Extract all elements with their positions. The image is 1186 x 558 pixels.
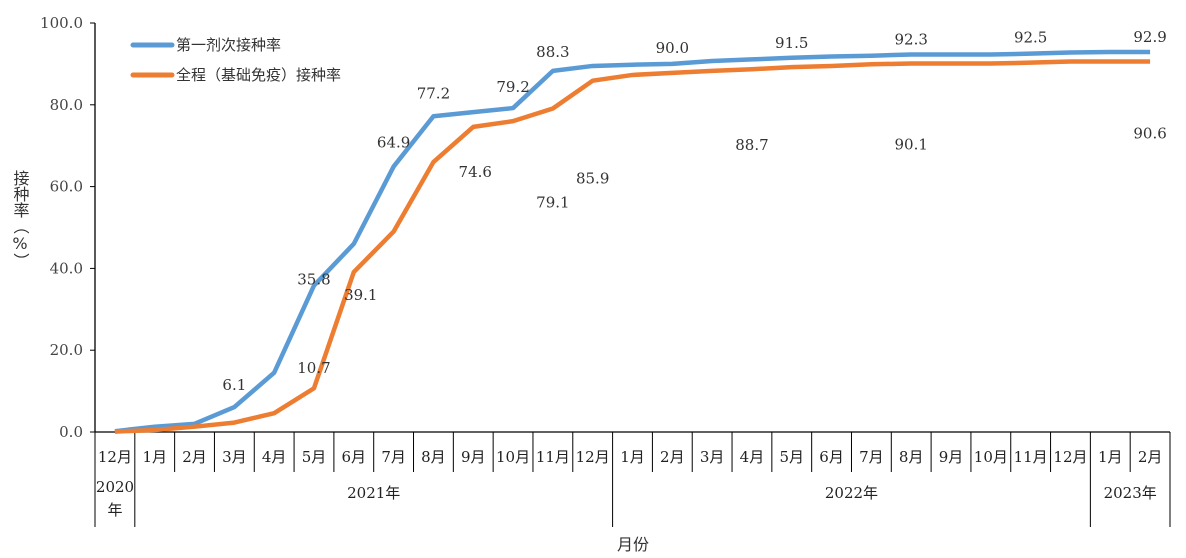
x-tick-label: 9月 [939, 448, 964, 466]
legend: 第一剂次接种率 全程（基础免疫）接种率 [130, 36, 341, 84]
x-tick-label: 4月 [262, 448, 287, 466]
y-axis-title: 接种率（%） [11, 170, 30, 269]
x-tick-label: 9月 [461, 448, 486, 466]
x-tick-label: 12月 [576, 448, 610, 466]
data-label: 64.9 [377, 134, 410, 152]
data-label: 90.6 [1133, 124, 1166, 142]
data-label: 6.1 [222, 376, 246, 394]
data-label: 92.9 [1133, 28, 1166, 46]
data-label: 91.5 [775, 34, 808, 52]
x-tick-label: 2月 [660, 448, 685, 466]
data-label: 92.5 [1014, 29, 1047, 47]
x-axis-title: 月份 [617, 535, 649, 554]
x-tick-label: 6月 [819, 448, 844, 466]
data-label: 85.9 [576, 170, 609, 188]
year-label: 2021年 [347, 484, 400, 502]
x-tick-label: 4月 [740, 448, 765, 466]
data-label: 79.1 [536, 193, 569, 211]
year-label: 2022年 [825, 484, 878, 502]
x-tick-label: 7月 [381, 448, 406, 466]
x-tick-label: 2月 [182, 448, 207, 466]
x-axis: 12月 1月 2月 3月 4月 5月 6月 7月 8月 9月 10月 11月 12月 1月 2月 3月 4月 5月… [94, 431, 1171, 527]
data-labels: 6.1 35.8 64.9 77.2 79.2 88.3 90.0 91.5 92.3 92.5 9… [222, 28, 1166, 394]
x-tick-label: 1月 [1098, 448, 1123, 466]
x-tick-label: 11月 [1014, 448, 1048, 466]
data-label: 90.1 [895, 135, 928, 153]
data-label: 79.2 [496, 78, 529, 96]
x-tick-label: 5月 [302, 448, 327, 466]
x-tick-label: 8月 [421, 448, 446, 466]
data-label: 88.3 [536, 43, 569, 61]
x-tick-label: 1月 [142, 448, 167, 466]
series-line-0 [114, 49, 1151, 434]
x-tick-label: 7月 [859, 448, 884, 466]
y-tick-label: 20.0 [50, 341, 83, 359]
data-label: 92.3 [895, 30, 928, 48]
y-tick-label: 0.0 [59, 423, 83, 441]
y-tick-label: 40.0 [50, 259, 83, 277]
year-label: 2023年 [1104, 484, 1157, 502]
legend-label-first-dose: 第一剂次接种率 [176, 36, 281, 54]
x-tick-label: 12月 [98, 448, 132, 466]
y-tick-label: 100.0 [40, 14, 83, 32]
data-label: 74.6 [459, 163, 492, 181]
x-tick-label: 10月 [974, 448, 1008, 466]
y-tick-label: 80.0 [50, 96, 83, 114]
x-tick-label: 12月 [1053, 448, 1087, 466]
x-tick-label: 10月 [496, 448, 530, 466]
x-tick-label: 3月 [700, 448, 725, 466]
year-label-2020: 2020年 [95, 478, 135, 519]
series-lines [114, 49, 1151, 434]
data-label: 90.0 [656, 39, 689, 57]
x-tick-label: 1月 [620, 448, 645, 466]
x-tick-label: 3月 [222, 448, 247, 466]
x-tick-label: 2月 [1138, 448, 1163, 466]
x-tick-label: 5月 [779, 448, 804, 466]
data-label: 39.1 [344, 286, 377, 304]
legend-label-full-course: 全程（基础免疫）接种率 [176, 66, 341, 84]
data-label: 77.2 [417, 84, 450, 102]
y-tick-label: 60.0 [50, 178, 83, 196]
data-label: 35.8 [297, 271, 330, 289]
data-label: 10.7 [297, 359, 330, 377]
x-tick-label: 8月 [899, 448, 924, 466]
data-label: 88.7 [735, 136, 768, 154]
y-axis: 0.0 20.0 40.0 60.0 80.0 100.0 [40, 14, 96, 441]
x-tick-label: 6月 [342, 448, 367, 466]
x-tick-label: 11月 [536, 448, 570, 466]
year-label-2020-box: 2020年 [95, 478, 135, 519]
